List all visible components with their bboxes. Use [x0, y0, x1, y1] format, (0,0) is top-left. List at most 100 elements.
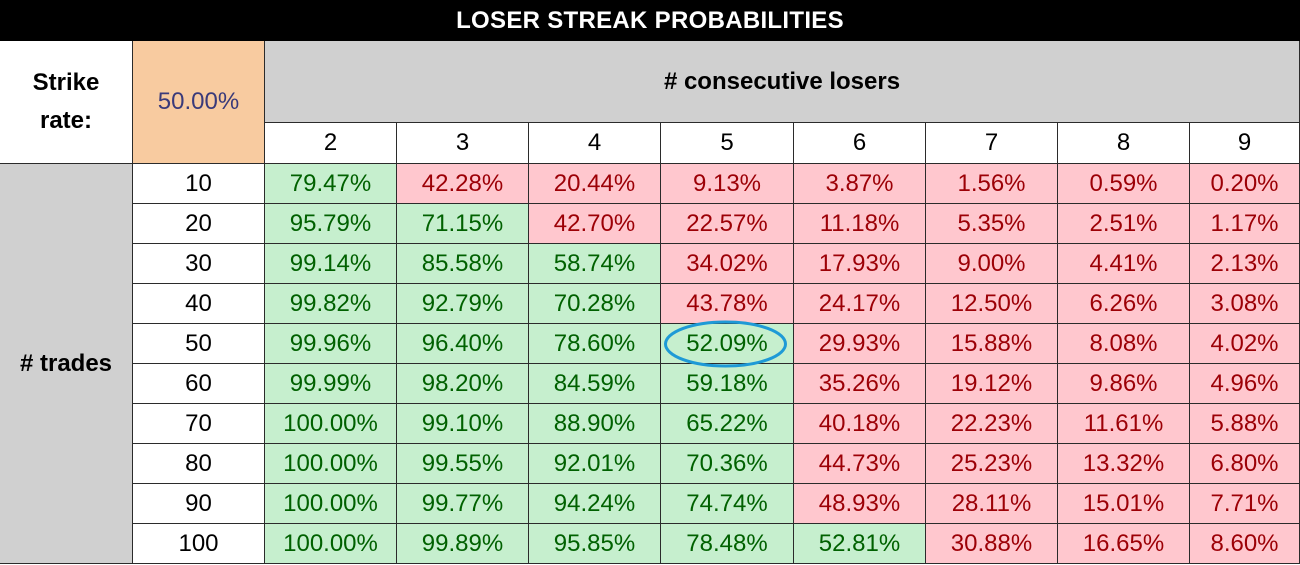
data-cell: 6.26%	[1058, 284, 1190, 324]
row-header: 20	[133, 204, 265, 244]
data-cell: 99.55%	[397, 444, 529, 484]
data-cell: 48.93%	[794, 484, 926, 524]
data-cell: 84.59%	[529, 364, 661, 404]
data-cell: 79.47%	[265, 164, 397, 204]
data-cell: 13.32%	[1058, 444, 1190, 484]
data-cell: 88.90%	[529, 404, 661, 444]
data-cell: 22.57%	[661, 204, 794, 244]
row-header: 60	[133, 364, 265, 404]
data-cell: 17.93%	[794, 244, 926, 284]
data-cell: 2.13%	[1190, 244, 1300, 284]
data-cell: 8.08%	[1058, 324, 1190, 364]
row-header: 80	[133, 444, 265, 484]
data-cell: 4.96%	[1190, 364, 1300, 404]
data-cell: 30.88%	[926, 524, 1058, 564]
data-cell: 35.26%	[794, 364, 926, 404]
data-cell: 85.58%	[397, 244, 529, 284]
row-header: 30	[133, 244, 265, 284]
data-cell: 24.17%	[794, 284, 926, 324]
data-cell: 71.15%	[397, 204, 529, 244]
data-cell: 100.00%	[265, 524, 397, 564]
data-cell: 100.00%	[265, 404, 397, 444]
data-cell: 78.48%	[661, 524, 794, 564]
column-header: 7	[926, 123, 1058, 164]
data-cell: 4.02%	[1190, 324, 1300, 364]
data-cell: 9.86%	[1058, 364, 1190, 404]
row-group-label: # trades	[0, 164, 133, 564]
data-cell: 15.88%	[926, 324, 1058, 364]
data-cell: 42.70%	[529, 204, 661, 244]
data-cell: 74.74%	[661, 484, 794, 524]
data-cell: 12.50%	[926, 284, 1058, 324]
data-cell: 52.81%	[794, 524, 926, 564]
row-header: 100	[133, 524, 265, 564]
data-cell: 98.20%	[397, 364, 529, 404]
data-cell: 3.08%	[1190, 284, 1300, 324]
data-cell: 15.01%	[1058, 484, 1190, 524]
strike-rate-label: Strike rate:	[0, 41, 133, 164]
data-cell: 3.87%	[794, 164, 926, 204]
data-cell: 2.51%	[1058, 204, 1190, 244]
table-title: LOSER STREAK PROBABILITIES	[0, 0, 1300, 41]
data-cell: 1.56%	[926, 164, 1058, 204]
data-cell: 70.36%	[661, 444, 794, 484]
column-header: 6	[794, 123, 926, 164]
data-cell: 92.01%	[529, 444, 661, 484]
data-cell: 52.09%	[661, 324, 794, 364]
row-header: 40	[133, 284, 265, 324]
data-cell: 99.82%	[265, 284, 397, 324]
data-cell: 99.96%	[265, 324, 397, 364]
data-cell: 25.23%	[926, 444, 1058, 484]
data-cell: 20.44%	[529, 164, 661, 204]
row-header: 10	[133, 164, 265, 204]
data-cell: 99.77%	[397, 484, 529, 524]
data-cell: 99.14%	[265, 244, 397, 284]
data-cell: 44.73%	[794, 444, 926, 484]
data-cell: 94.24%	[529, 484, 661, 524]
data-cell: 99.10%	[397, 404, 529, 444]
data-cell: 7.71%	[1190, 484, 1300, 524]
data-cell: 8.60%	[1190, 524, 1300, 564]
data-cell: 28.11%	[926, 484, 1058, 524]
column-header: 3	[397, 123, 529, 164]
data-cell: 70.28%	[529, 284, 661, 324]
data-cell: 58.74%	[529, 244, 661, 284]
data-cell: 5.35%	[926, 204, 1058, 244]
data-cell: 0.20%	[1190, 164, 1300, 204]
row-header: 70	[133, 404, 265, 444]
data-cell: 9.13%	[661, 164, 794, 204]
data-cell: 59.18%	[661, 364, 794, 404]
data-cell: 19.12%	[926, 364, 1058, 404]
data-cell: 100.00%	[265, 444, 397, 484]
column-header: 4	[529, 123, 661, 164]
data-cell: 40.18%	[794, 404, 926, 444]
data-cell: 92.79%	[397, 284, 529, 324]
data-cell: 29.93%	[794, 324, 926, 364]
data-cell: 11.61%	[1058, 404, 1190, 444]
data-cell: 99.99%	[265, 364, 397, 404]
data-cell: 16.65%	[1058, 524, 1190, 564]
data-cell: 78.60%	[529, 324, 661, 364]
data-cell: 65.22%	[661, 404, 794, 444]
column-header: 2	[265, 123, 397, 164]
data-cell: 96.40%	[397, 324, 529, 364]
data-cell: 95.85%	[529, 524, 661, 564]
data-cell: 0.59%	[1058, 164, 1190, 204]
strike-rate-value: 50.00%	[133, 41, 265, 164]
data-cell: 9.00%	[926, 244, 1058, 284]
data-cell: 95.79%	[265, 204, 397, 244]
data-cell: 34.02%	[661, 244, 794, 284]
data-cell: 11.18%	[794, 204, 926, 244]
column-header: 9	[1190, 123, 1300, 164]
data-cell: 100.00%	[265, 484, 397, 524]
data-cell: 5.88%	[1190, 404, 1300, 444]
row-header: 50	[133, 324, 265, 364]
column-group-label: # consecutive losers	[265, 41, 1300, 123]
data-cell: 1.17%	[1190, 204, 1300, 244]
column-header: 5	[661, 123, 794, 164]
data-cell: 99.89%	[397, 524, 529, 564]
data-cell: 6.80%	[1190, 444, 1300, 484]
data-cell: 22.23%	[926, 404, 1058, 444]
row-header: 90	[133, 484, 265, 524]
